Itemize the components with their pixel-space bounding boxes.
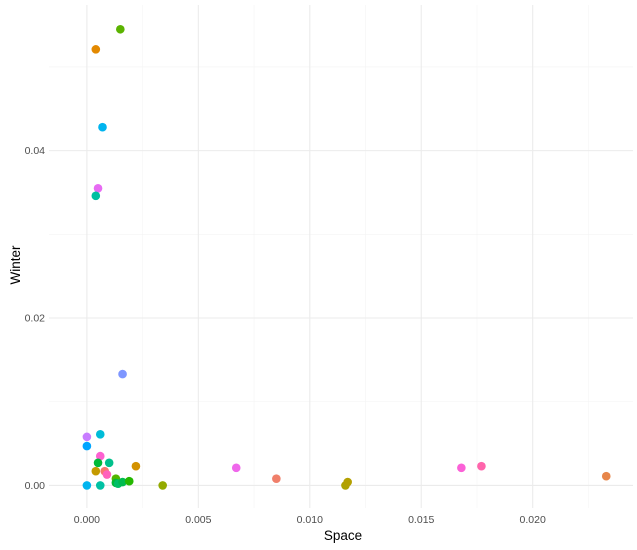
- data-point: [82, 432, 92, 442]
- data-point: [118, 369, 127, 379]
- x-axis-ticks: 0.000 0.005 0.010 0.015 0.020: [74, 514, 546, 526]
- data-point: [272, 474, 281, 484]
- x-tick-label: 0.020: [520, 514, 546, 526]
- x-axis-title: Space: [324, 528, 362, 543]
- data-point: [93, 183, 103, 193]
- data-point: [91, 191, 101, 201]
- y-tick-label: 0.00: [25, 480, 46, 492]
- data-point: [91, 45, 101, 54]
- data-point: [124, 476, 134, 486]
- x-tick-label: 0.005: [185, 514, 211, 526]
- data-point: [118, 477, 127, 487]
- data-point: [131, 461, 141, 471]
- data-point: [477, 461, 486, 471]
- data-point: [82, 441, 92, 451]
- data-point: [95, 481, 105, 490]
- data-point: [601, 471, 611, 481]
- data-point: [104, 458, 114, 468]
- data-point: [82, 481, 92, 490]
- data-point: [457, 463, 466, 473]
- x-tick-label: 0.000: [74, 514, 100, 526]
- data-point: [95, 430, 105, 439]
- data-point: [343, 477, 352, 487]
- x-tick-label: 0.015: [408, 514, 434, 526]
- y-tick-label: 0.04: [25, 145, 46, 157]
- data-point: [95, 451, 105, 461]
- data-point: [102, 470, 112, 479]
- data-point: [91, 466, 101, 476]
- y-tick-label: 0.02: [25, 313, 46, 325]
- data-point: [158, 481, 167, 490]
- data-point: [116, 24, 125, 34]
- data-point: [93, 458, 103, 468]
- points: [82, 24, 611, 490]
- data-point: [98, 122, 107, 132]
- x-tick-label: 0.010: [297, 514, 323, 526]
- data-point: [231, 463, 241, 473]
- y-axis-title: Winter: [8, 245, 23, 285]
- y-axis-ticks: 0.00 0.02 0.04: [25, 145, 46, 492]
- grid: [49, 5, 633, 508]
